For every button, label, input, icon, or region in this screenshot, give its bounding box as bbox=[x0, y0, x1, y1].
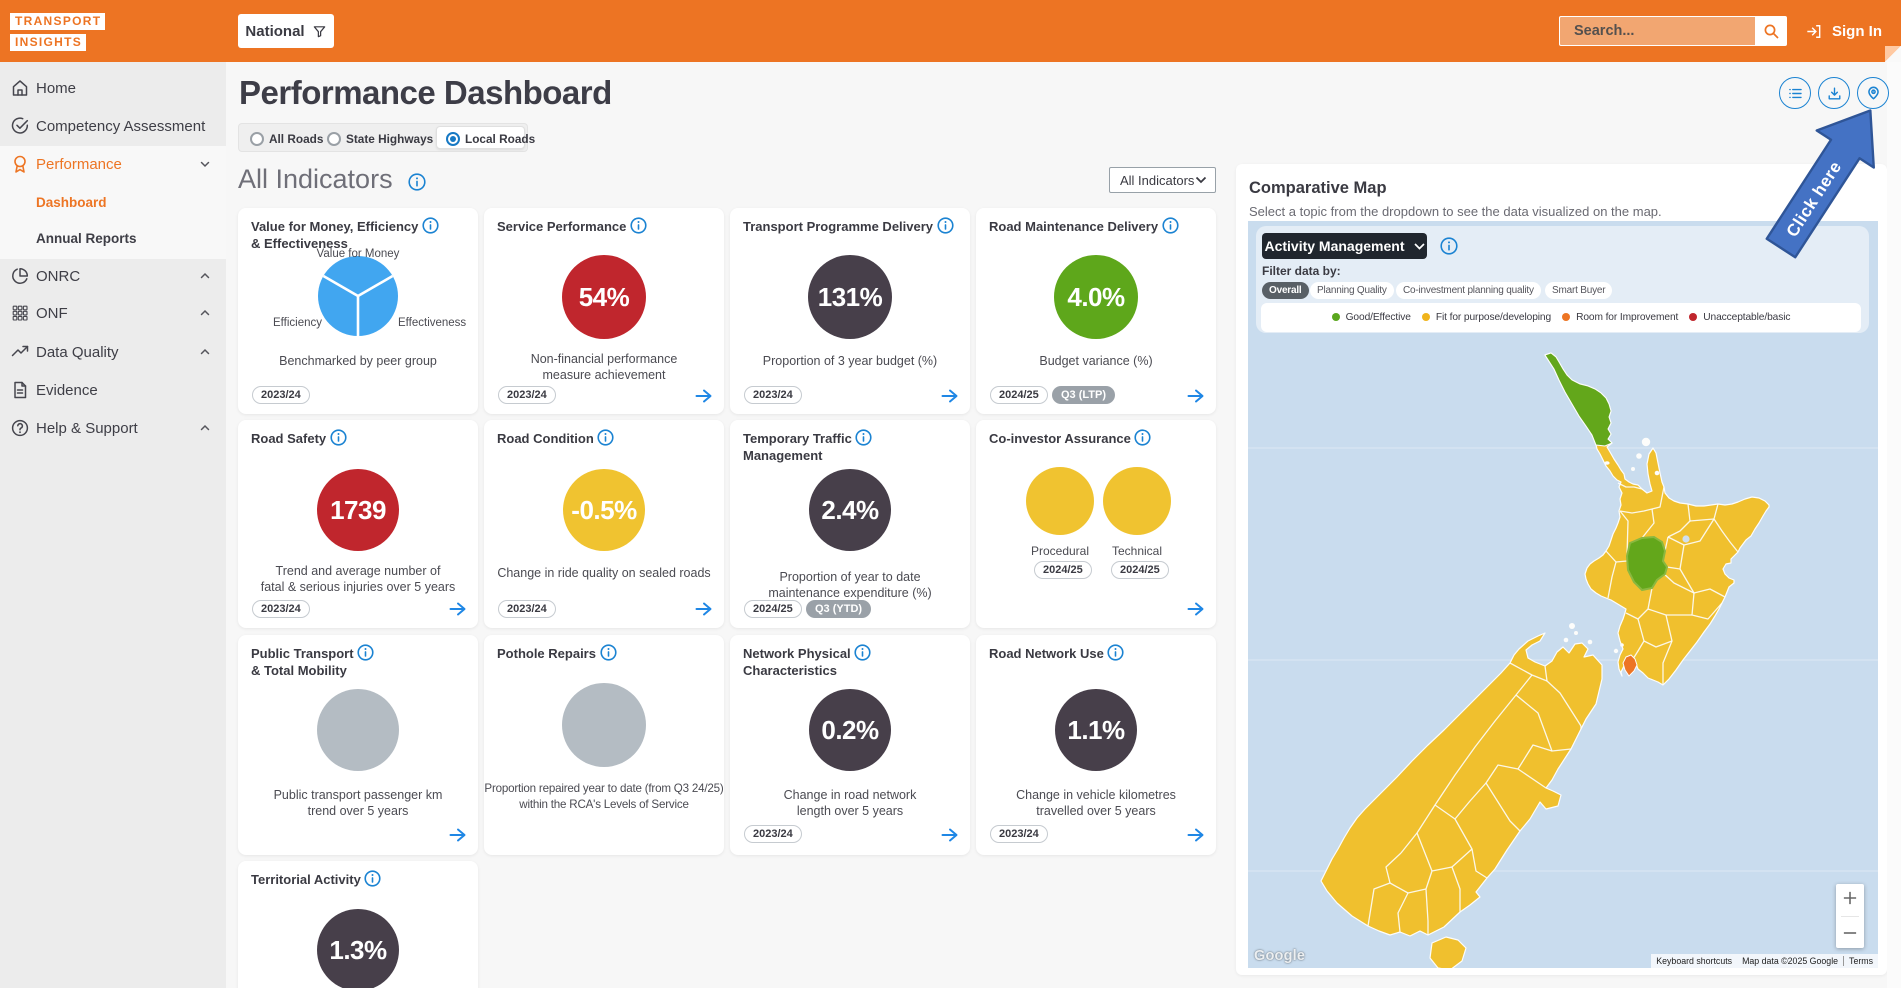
svg-text:Efficiency: Efficiency bbox=[273, 317, 322, 329]
svg-text:Effectiveness: Effectiveness bbox=[398, 317, 466, 329]
svg-text:Value for Money: Value for Money bbox=[317, 248, 400, 260]
